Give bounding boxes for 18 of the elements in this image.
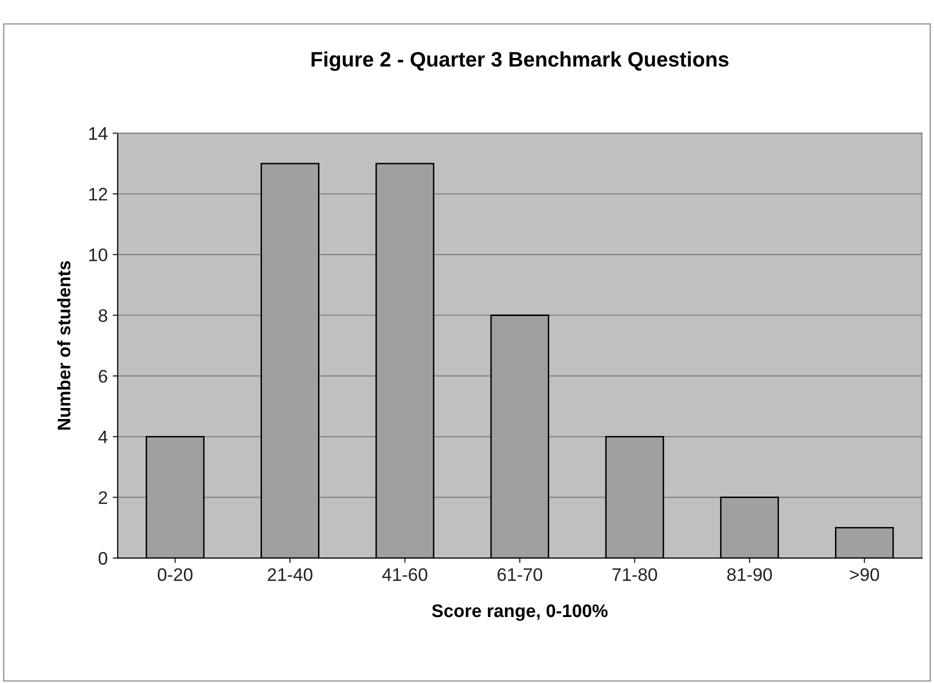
chart-title: Figure 2 - Quarter 3 Benchmark Questions xyxy=(312,51,728,71)
y-tick-label: 2 xyxy=(98,491,108,504)
x-tick-label: 81-90 xyxy=(727,568,772,581)
x-tick-label: >90 xyxy=(850,568,880,581)
y-tick-label: 14 xyxy=(89,127,108,140)
x-tick-label: 61-70 xyxy=(498,568,542,581)
x-axis-title: Score range, 0-100% xyxy=(432,604,608,621)
x-tick-label: 71-80 xyxy=(612,568,658,581)
y-tick-label: 0 xyxy=(98,552,108,565)
x-tick-label: 0-20 xyxy=(158,568,192,581)
x-tick-label: 21-40 xyxy=(268,568,312,581)
x-tick-label: 41-60 xyxy=(382,568,428,581)
y-tick-label: 10 xyxy=(89,248,108,262)
y-tick-label: 8 xyxy=(98,309,108,322)
y-tick-label: 6 xyxy=(98,370,108,383)
y-axis-title: Number of students xyxy=(57,261,70,430)
y-tick-label: 4 xyxy=(98,430,108,444)
y-tick-label: 12 xyxy=(89,188,108,200)
